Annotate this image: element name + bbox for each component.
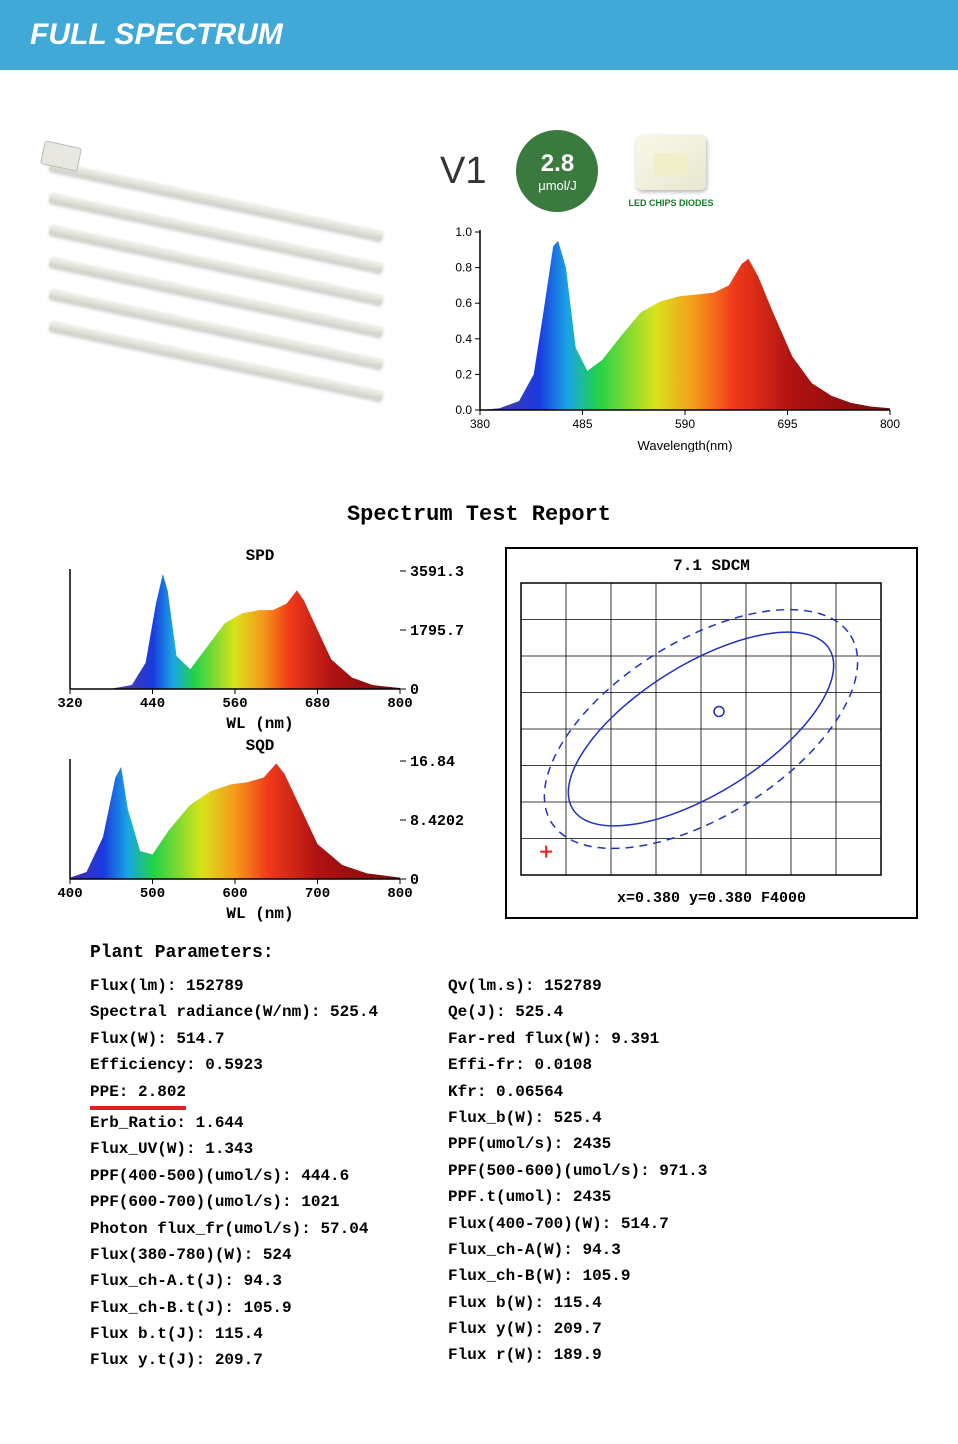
spd-title: SPD xyxy=(40,547,480,565)
param-line: Flux(380-780)(W): 524 xyxy=(90,1242,378,1268)
led-chip-icon xyxy=(636,135,706,190)
led-chip: LED CHIPS DIODES xyxy=(628,135,713,208)
sqd-title: SQD xyxy=(40,737,480,755)
param-line: Flux_ch-A(W): 94.3 xyxy=(448,1237,707,1263)
sqd-chart: 400 500 600 700 800 16.84 8.4202 0 xyxy=(40,755,480,905)
badge-value: 2.8 xyxy=(541,150,574,178)
svg-text:695: 695 xyxy=(777,417,797,431)
svg-text:440: 440 xyxy=(140,696,165,712)
param-line: Flux r(W): 189.9 xyxy=(448,1342,707,1368)
param-line: Flux(400-700)(W): 514.7 xyxy=(448,1211,707,1237)
param-line: Qe(J): 525.4 xyxy=(448,999,707,1025)
v1-label: V1 xyxy=(440,150,486,193)
v1-section: V1 2.8 μmol/J LED CHIPS DIODES 380 485 590… xyxy=(440,130,918,452)
param-line: Flux(lm): 152789 xyxy=(90,973,378,999)
param-line: PPF(umol/s): 2435 xyxy=(448,1131,707,1157)
svg-text:600: 600 xyxy=(222,886,247,902)
param-line: PPF(500-600)(umol/s): 971.3 xyxy=(448,1158,707,1184)
svg-text:800: 800 xyxy=(387,886,412,902)
spd-xlabel: WL (nm) xyxy=(40,715,480,733)
badge-unit: μmol/J xyxy=(538,178,577,193)
svg-text:0.8: 0.8 xyxy=(455,261,472,275)
param-line: Spectral radiance(W/nm): 525.4 xyxy=(90,999,378,1025)
sqd-xlabel: WL (nm) xyxy=(40,905,480,923)
svg-text:1795.7: 1795.7 xyxy=(410,623,464,640)
report-section: SPD 320 440 560 680 800 3591.3 1795.7 0 WL (nm)… xyxy=(0,527,958,923)
svg-text:0: 0 xyxy=(410,872,419,889)
header-title: FULL SPECTRUM xyxy=(30,18,283,51)
top-section: V1 2.8 μmol/J LED CHIPS DIODES 380 485 590… xyxy=(0,130,958,452)
svg-text:485: 485 xyxy=(572,417,592,431)
param-line: Flux b(W): 115.4 xyxy=(448,1290,707,1316)
param-line: Photon flux_fr(umol/s): 57.04 xyxy=(90,1216,378,1242)
params-title: Plant Parameters: xyxy=(90,943,878,963)
svg-text:800: 800 xyxy=(880,417,900,431)
param-line: Flux y.t(J): 209.7 xyxy=(90,1347,378,1373)
param-line: Flux y(W): 209.7 xyxy=(448,1316,707,1342)
svg-text:3591.3: 3591.3 xyxy=(410,565,464,581)
v1-spectrum-chart: 380 485 590 695 800 0.0 0.2 0.4 0.6 0.8 1.0 Wavelen… xyxy=(440,222,918,452)
svg-text:Wavelength(nm): Wavelength(nm) xyxy=(638,438,733,452)
param-line: Kfr: 0.06564 xyxy=(448,1079,707,1105)
svg-text:320: 320 xyxy=(57,696,82,712)
sdcm-chart xyxy=(511,579,891,879)
svg-text:590: 590 xyxy=(675,417,695,431)
param-line: Flux_ch-B.t(J): 105.9 xyxy=(90,1295,378,1321)
param-line: PPE: 2.802 xyxy=(90,1079,378,1110)
sdcm-footer: x=0.380 y=0.380 F4000 xyxy=(511,884,912,913)
svg-text:500: 500 xyxy=(140,886,165,902)
svg-text:380: 380 xyxy=(470,417,490,431)
svg-text:700: 700 xyxy=(305,886,330,902)
param-line: Effi-fr: 0.0108 xyxy=(448,1052,707,1078)
svg-text:0.0: 0.0 xyxy=(455,403,472,417)
svg-text:0.2: 0.2 xyxy=(455,367,472,381)
product-fixture-image xyxy=(40,130,420,390)
report-title: Spectrum Test Report xyxy=(0,502,958,527)
params-left-column: Flux(lm): 152789Spectral radiance(W/nm):… xyxy=(90,973,378,1374)
param-line: Flux b.t(J): 115.4 xyxy=(90,1321,378,1347)
param-line: PPF(600-700)(umol/s): 1021 xyxy=(90,1189,378,1215)
param-line: Qv(lm.s): 152789 xyxy=(448,973,707,999)
param-line: Flux(W): 514.7 xyxy=(90,1026,378,1052)
svg-text:400: 400 xyxy=(57,886,82,902)
svg-text:1.0: 1.0 xyxy=(455,225,472,239)
header-bar: FULL SPECTRUM xyxy=(0,0,958,70)
svg-text:8.4202: 8.4202 xyxy=(410,813,464,830)
params-right-column: Qv(lm.s): 152789Qe(J): 525.4Far-red flux… xyxy=(448,973,707,1374)
spd-sqd-column: SPD 320 440 560 680 800 3591.3 1795.7 0 WL (nm)… xyxy=(40,547,480,923)
param-line: Efficiency: 0.5923 xyxy=(90,1052,378,1078)
params-section: Plant Parameters: Flux(lm): 152789Spectr… xyxy=(0,923,958,1374)
svg-text:0: 0 xyxy=(410,682,419,699)
svg-text:0.4: 0.4 xyxy=(455,332,472,346)
efficacy-badge: 2.8 μmol/J xyxy=(516,130,598,212)
param-line: PPF.t(umol): 2435 xyxy=(448,1184,707,1210)
sdcm-box: 7.1 SDCM x=0.380 y=0.380 F4000 xyxy=(505,547,918,919)
spd-chart: 320 440 560 680 800 3591.3 1795.7 0 xyxy=(40,565,480,715)
svg-text:560: 560 xyxy=(222,696,247,712)
param-line: Flux_b(W): 525.4 xyxy=(448,1105,707,1131)
sdcm-column: 7.1 SDCM x=0.380 y=0.380 F4000 xyxy=(505,547,918,923)
led-chip-label: LED CHIPS DIODES xyxy=(628,198,713,208)
svg-text:680: 680 xyxy=(305,696,330,712)
param-line: Flux_ch-A.t(J): 94.3 xyxy=(90,1268,378,1294)
svg-text:0.6: 0.6 xyxy=(455,296,472,310)
param-line: Erb_Ratio: 1.644 xyxy=(90,1110,378,1136)
sdcm-title: 7.1 SDCM xyxy=(511,553,912,579)
param-line: PPF(400-500)(umol/s): 444.6 xyxy=(90,1163,378,1189)
svg-text:800: 800 xyxy=(387,696,412,712)
param-line: Far-red flux(W): 9.391 xyxy=(448,1026,707,1052)
param-line: Flux_UV(W): 1.343 xyxy=(90,1136,378,1162)
param-line: Flux_ch-B(W): 105.9 xyxy=(448,1263,707,1289)
svg-text:16.84: 16.84 xyxy=(410,755,455,771)
